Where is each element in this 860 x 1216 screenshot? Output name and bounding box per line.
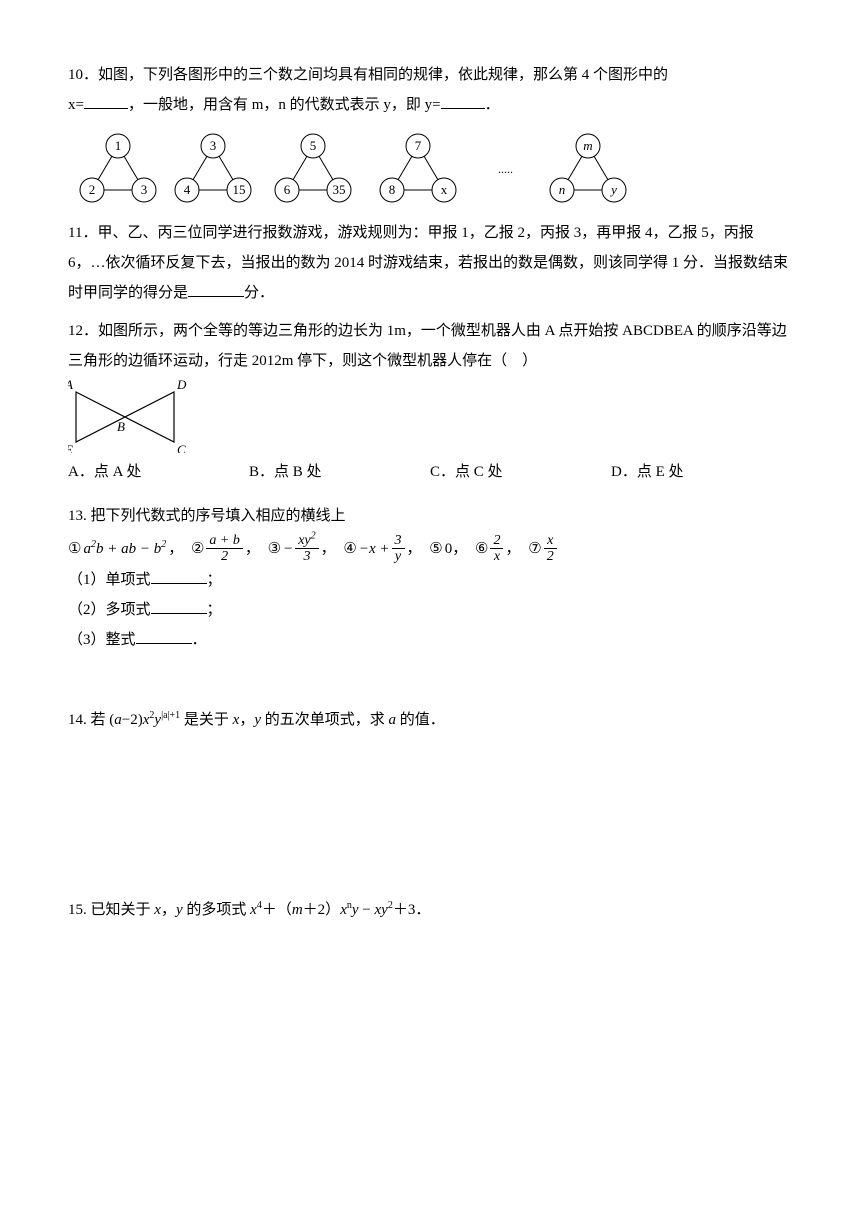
svg-text:2: 2 xyxy=(89,182,96,197)
circ-4: ④ xyxy=(343,534,356,564)
svg-text:D: D xyxy=(176,378,187,392)
circ-2: ② xyxy=(191,534,204,564)
svg-text:y: y xyxy=(609,182,617,197)
q12-opt-b: B．点 B 处 xyxy=(249,457,430,487)
svg-text:35: 35 xyxy=(333,182,346,197)
question-12: 12．如图所示，两个全等的等边三角形的边长为 1m，一个微型机器人由 A 点开始… xyxy=(68,316,792,376)
q13-sub2: （2）多项式； xyxy=(68,595,792,625)
blank-y xyxy=(441,93,485,109)
q11-text-b: 分． xyxy=(244,285,274,301)
svg-text:7: 7 xyxy=(415,138,422,153)
q10-text-d: ． xyxy=(485,97,500,113)
circ-5: ⑤ xyxy=(429,534,442,564)
question-14: 14. 若 (a−2)x2y|a|+1 是关于 x，y 的五次单项式，求 a 的… xyxy=(68,705,792,735)
q10-num: 10 xyxy=(68,67,83,83)
svg-text:x: x xyxy=(441,182,448,197)
q10-text-c: ，一般地，用含有 m，n 的代数式表示 y，即 y= xyxy=(128,97,441,113)
svg-text:A: A xyxy=(68,378,73,392)
svg-text:3: 3 xyxy=(210,138,217,153)
q10-figure: 1 2 3 3 4 15 5 6 35 7 8 x..... m n y xyxy=(68,128,688,218)
svg-text:6: 6 xyxy=(284,182,291,197)
question-11: 11．甲、乙、丙三位同学进行报数游戏，游戏规则为：甲报 1，乙报 2，丙报 3，… xyxy=(68,218,792,308)
svg-text:B: B xyxy=(117,419,125,434)
svg-text:15: 15 xyxy=(233,182,246,197)
q12-figure: A D E C B xyxy=(68,378,198,453)
svg-text:5: 5 xyxy=(310,138,317,153)
q12-options: A．点 A 处 B．点 B 处 C．点 C 处 D．点 E 处 xyxy=(68,457,792,487)
q13-num: 13 xyxy=(68,508,83,524)
q11-text-a: ．甲、乙、丙三位同学进行报数游戏，游戏规则为：甲报 1，乙报 2，丙报 3，再甲… xyxy=(68,225,788,301)
question-15: 15. 已知关于 x，y 的多项式 x4＋（m＋2）xny − xy2＋3． xyxy=(68,895,792,925)
question-10: 10．如图，下列各图形中的三个数之间均具有相同的规律，依此规律，那么第 4 个图… xyxy=(68,60,792,120)
svg-text:1: 1 xyxy=(115,138,122,153)
blank-score xyxy=(188,281,244,297)
svg-text:E: E xyxy=(68,442,73,453)
svg-text:m: m xyxy=(583,138,592,153)
q15-num: 15 xyxy=(68,902,83,918)
circ-1: ① xyxy=(68,534,81,564)
blank-poly xyxy=(151,598,207,614)
expr-6: 2x xyxy=(490,533,503,565)
blank-x xyxy=(84,93,128,109)
svg-text:4: 4 xyxy=(184,182,191,197)
expr-3: xy23 xyxy=(295,533,318,565)
svg-text:8: 8 xyxy=(389,182,396,197)
blank-int xyxy=(136,628,192,644)
q13-lead: . 把下列代数式的序号填入相应的横线上 xyxy=(83,508,346,524)
q14-num: 14 xyxy=(68,712,83,728)
q13-expressions: ① a2b + ab − b2， ② a + b2， ③ − xy23， ④ −… xyxy=(68,533,792,565)
q12-num: 12 xyxy=(68,323,83,339)
expr-5: 0， xyxy=(445,534,468,564)
svg-text:C: C xyxy=(177,442,186,453)
expr-4: 3y xyxy=(392,533,405,565)
expr-1: a2b + ab − b2 xyxy=(83,534,166,564)
q10-text-a: ．如图，下列各图形中的三个数之间均具有相同的规律，依此规律，那么第 4 个图形中… xyxy=(83,67,668,83)
q10-text-b: x= xyxy=(68,97,84,113)
q12-text-a: ．如图所示，两个全等的等边三角形的边长为 1m，一个微型机器人由 A 点开始按 … xyxy=(68,323,787,369)
q12-opt-d: D．点 E 处 xyxy=(611,457,792,487)
expr-7: x2 xyxy=(544,533,557,565)
svg-text:n: n xyxy=(559,182,566,197)
circ-6: ⑥ xyxy=(475,534,488,564)
question-13-lead: 13. 把下列代数式的序号填入相应的横线上 xyxy=(68,501,792,531)
q13-sub3: （3）整式． xyxy=(68,625,792,655)
circ-3: ③ xyxy=(268,534,281,564)
q11-num: 11 xyxy=(68,225,82,241)
circ-7: ⑦ xyxy=(528,534,541,564)
q12-opt-a: A．点 A 处 xyxy=(68,457,249,487)
svg-text:.....: ..... xyxy=(498,162,513,176)
blank-mono xyxy=(151,568,207,584)
q12-opt-c: C．点 C 处 xyxy=(430,457,611,487)
expr-2: a + b2 xyxy=(206,533,242,565)
q13-sub1: （1）单项式； xyxy=(68,565,792,595)
svg-text:3: 3 xyxy=(141,182,148,197)
